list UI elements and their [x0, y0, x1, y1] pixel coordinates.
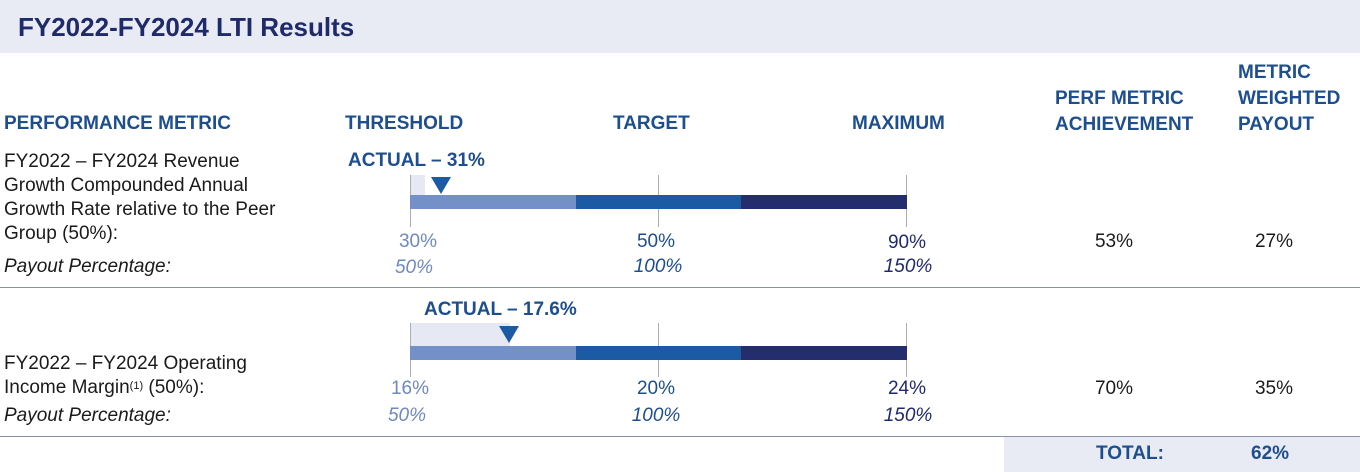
row2-metric-description: FY2022 – FY2024 Operating Income Margin(… [4, 352, 247, 400]
header-achievement: PERF METRIC ACHIEVEMENT [1055, 86, 1193, 138]
row2-target-payout: 100% [631, 405, 681, 426]
row2-actual-shade [410, 323, 510, 346]
header-performance-metric: PERFORMANCE METRIC [4, 113, 231, 134]
row2-target-segment [576, 346, 741, 360]
row2-actual-label: ACTUAL – 17.6% [424, 299, 577, 320]
row2-threshold-payout: 50% [387, 405, 427, 426]
row1-target-value: 50% [636, 231, 676, 252]
row1-metric-description: FY2022 – FY2024 Revenue Growth Compounde… [4, 150, 275, 246]
header-payout-line3: PAYOUT [1238, 114, 1315, 135]
row1-target-payout: 100% [633, 256, 683, 277]
header-maximum: MAXIMUM [852, 113, 945, 134]
row1-maximum-value: 90% [887, 232, 927, 253]
row1-actual-marker [431, 177, 452, 194]
row1-threshold-segment [410, 195, 576, 209]
row1-payout-label: Payout Percentage: [4, 256, 171, 277]
row2-threshold-segment [410, 346, 576, 360]
row2-achievement: 70% [1094, 378, 1134, 399]
total-label: TOTAL: [1096, 443, 1164, 464]
row1-threshold-payout: 50% [394, 257, 434, 278]
header-payout-line2: WEIGHTED [1238, 88, 1341, 109]
header-achievement-line2: ACHIEVEMENT [1055, 114, 1194, 135]
row2-payout-label: Payout Percentage: [4, 405, 171, 426]
row2-metric-line-2: Income Margin(1) (50%): [4, 376, 247, 400]
row-divider [0, 287, 1360, 288]
row2-metric-line2-prefix: Income Margin [4, 377, 130, 398]
header-target: TARGET [613, 113, 690, 134]
header-achievement-line1: PERF METRIC [1055, 88, 1184, 109]
page-title: FY2022-FY2024 LTI Results [18, 12, 355, 42]
row1-maximum-payout: 150% [883, 256, 933, 277]
row1-achievement: 53% [1094, 231, 1134, 252]
total-value: 62% [1251, 443, 1290, 464]
row1-metric-line: Group (50%): [4, 223, 119, 244]
header-threshold: THRESHOLD [345, 113, 464, 134]
row1-weighted-payout: 27% [1254, 231, 1294, 252]
header-payout-line1: METRIC [1238, 62, 1311, 83]
row2-metric-line2-suffix: (50%): [143, 377, 205, 398]
row1-metric-line: Growth Rate relative to the Peer [4, 199, 276, 220]
header-weighted-payout: METRIC WEIGHTED PAYOUT [1238, 60, 1340, 138]
row1-target-segment [576, 195, 741, 209]
footnote-marker: (1) [129, 380, 144, 392]
row1-actual-shade [410, 175, 425, 195]
row2-metric-line: FY2022 – FY2024 Operating [4, 353, 247, 374]
row1-metric-line: FY2022 – FY2024 Revenue [4, 151, 240, 172]
row2-maximum-payout: 150% [883, 405, 933, 426]
table-bottom-rule [0, 436, 1360, 437]
row1-actual-label: ACTUAL – 31% [348, 150, 485, 171]
row2-weighted-payout: 35% [1254, 378, 1294, 399]
row2-actual-marker [499, 326, 520, 343]
row1-threshold-value: 30% [398, 231, 438, 252]
row1-maximum-segment [741, 195, 907, 209]
row1-metric-line: Growth Compounded Annual [4, 175, 248, 196]
row2-maximum-segment [741, 346, 907, 360]
row2-maximum-value: 24% [887, 378, 927, 399]
row2-threshold-value: 16% [390, 378, 430, 399]
row2-target-value: 20% [636, 378, 676, 399]
total-band [1004, 437, 1360, 472]
title-band [0, 0, 1360, 53]
